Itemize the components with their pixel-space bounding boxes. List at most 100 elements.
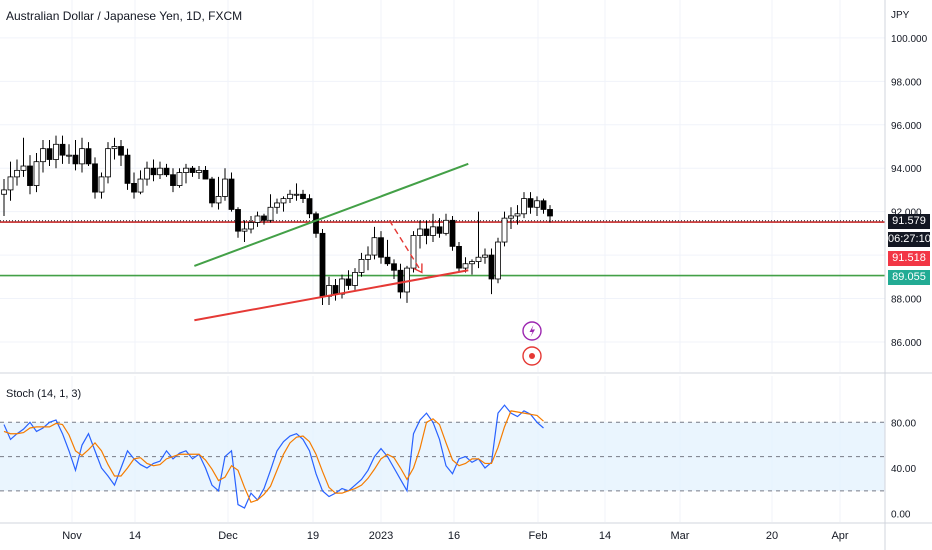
- candle-body: [443, 219, 449, 234]
- candle-body: [248, 222, 254, 230]
- time-tick-label: 20: [766, 530, 778, 542]
- candle-body: [183, 167, 189, 173]
- projection-arrow-head: [413, 263, 423, 274]
- time-tick-label: 14: [129, 530, 141, 542]
- projection-arrow-line: [388, 219, 423, 273]
- candle-body: [53, 143, 59, 160]
- candle-body: [319, 232, 326, 297]
- candle-body: [40, 148, 46, 163]
- candle-body: [118, 146, 124, 156]
- candle-body: [46, 148, 53, 160]
- time-tick-label: Dec: [218, 530, 238, 542]
- currency-label: JPY: [891, 10, 910, 21]
- time-tick-label: Feb: [529, 530, 548, 542]
- candle-body: [287, 193, 293, 200]
- countdown-badge: 06:27:10: [888, 232, 931, 247]
- candle-body: [332, 285, 339, 295]
- green-level-badge: 89.055: [888, 270, 930, 285]
- event-icons: [522, 321, 542, 366]
- candle-body: [547, 209, 553, 217]
- candle-body: [378, 237, 384, 258]
- candle-body: [267, 206, 274, 221]
- candle-body: [501, 217, 508, 243]
- candle-body: [150, 167, 157, 176]
- candle-body: [475, 256, 482, 262]
- candle-body: [306, 198, 313, 215]
- candle-body: [202, 169, 209, 180]
- lightning-glyph-icon: [529, 325, 535, 337]
- candle-body: [261, 215, 267, 221]
- candle-body: [137, 178, 144, 193]
- candle-body: [72, 154, 79, 165]
- candle-body: [436, 226, 443, 234]
- candle-body: [7, 176, 14, 191]
- candle-body: [66, 154, 72, 157]
- candle-body: [170, 174, 176, 186]
- candle-body: [397, 269, 404, 293]
- candle-body: [345, 278, 352, 286]
- candle-body: [111, 146, 118, 150]
- candle-body: [482, 254, 488, 258]
- stoch-lines: [3, 404, 544, 509]
- candle-body: [105, 148, 111, 178]
- current-price-badge: 91.579: [888, 214, 930, 229]
- candle-body: [534, 200, 540, 208]
- candle-body: [33, 161, 40, 186]
- stoch-tick-label: 40.00: [891, 464, 916, 475]
- time-tick-label: Nov: [62, 530, 82, 542]
- candle-body: [527, 198, 534, 208]
- time-tick-label: 16: [448, 530, 460, 542]
- candle-body: [371, 237, 378, 256]
- dividend-dot-icon: [529, 353, 535, 359]
- candle-body: [410, 235, 417, 269]
- candle-body: [365, 254, 371, 260]
- time-tick-label: 2023: [369, 530, 393, 542]
- candle-body: [391, 263, 397, 271]
- candle-body: [144, 167, 150, 180]
- candle-body: [79, 148, 85, 165]
- price-tick-label: 94.000: [891, 164, 922, 175]
- candle-body: [358, 259, 365, 273]
- price-tick-label: 98.000: [891, 77, 922, 88]
- time-tick-label: 14: [599, 530, 611, 542]
- price-tick-label: 92.000: [891, 208, 922, 219]
- candle-body: [280, 198, 287, 204]
- candle-body: [235, 209, 241, 232]
- stoch-tick-label: 0.00: [891, 510, 911, 521]
- horizontal-levels: [0, 220, 885, 277]
- stoch-d-line: [3, 410, 544, 504]
- stoch-label: Stoch (14, 1, 3): [6, 388, 82, 400]
- price-tick-label: 96.000: [891, 121, 922, 132]
- candle-body: [352, 272, 358, 286]
- time-tick-label: 19: [307, 530, 319, 542]
- candle-body: [241, 228, 248, 232]
- chart-title: Australian Dollar / Japanese Yen, 1D, FX…: [6, 9, 243, 23]
- candle-body: [59, 143, 66, 156]
- candle-body: [163, 167, 170, 176]
- candle-body: [254, 215, 261, 223]
- candle-body: [14, 169, 20, 178]
- candle-body: [339, 278, 345, 295]
- grid-lines: [0, 0, 885, 522]
- candle-body: [508, 215, 514, 219]
- red-level-badge: 91.518: [888, 251, 930, 266]
- price-tick-label: 88.000: [891, 295, 922, 306]
- candle-body: [456, 245, 462, 269]
- candle-body: [469, 261, 475, 265]
- candle-body: [27, 165, 33, 186]
- candle-body: [131, 182, 137, 193]
- candle-body: [228, 178, 235, 210]
- candle-body: [222, 178, 228, 197]
- candle-body: [1, 189, 7, 195]
- candle-body: [274, 202, 280, 208]
- candle-body: [514, 213, 521, 217]
- price-tick-label: 100.000: [891, 34, 928, 45]
- time-tick-label: Apr: [831, 530, 848, 542]
- candle-body: [85, 148, 92, 165]
- candle-body: [215, 196, 222, 204]
- candle-body: [92, 163, 98, 193]
- candle-body: [209, 178, 215, 204]
- candle-body: [157, 167, 163, 176]
